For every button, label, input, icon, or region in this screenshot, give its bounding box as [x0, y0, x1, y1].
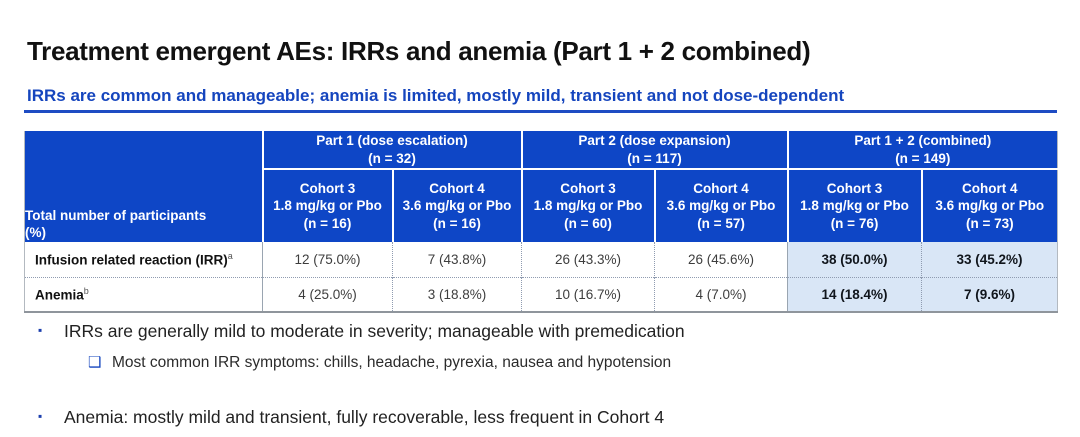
- table-cell: 26 (45.6%): [653, 242, 788, 277]
- square-bullet-icon: ▪: [38, 323, 43, 337]
- group-label: Part 1 + 2 (combined): [854, 132, 992, 148]
- row-header-line2: (%): [25, 225, 46, 241]
- table-cell-highlighted: 14 (18.4%): [787, 276, 922, 312]
- table-cell-highlighted: 7 (9.6%): [921, 276, 1058, 312]
- square-bullet-icon: ▪: [38, 409, 43, 423]
- table-cell: 10 (16.7%): [521, 276, 655, 312]
- row-label-text: Infusion related reaction (IRR): [35, 252, 228, 268]
- cohort-label: Cohort 4: [962, 180, 1018, 196]
- group-header-part1: Part 1 (dose escalation) (n = 32): [261, 131, 522, 169]
- n-label: (n = 16): [303, 215, 352, 231]
- group-label: Part 1 (dose escalation): [316, 132, 468, 148]
- column-header-p1-cohort3: Cohort 3 1.8 mg/kg or Pbo (n = 16): [261, 168, 393, 242]
- n-label: (n = 60): [564, 215, 612, 231]
- row-label-anemia: Anemiab: [24, 276, 263, 312]
- n-label: (n = 76): [830, 215, 879, 231]
- row-label-irr: Infusion related reaction (IRR)a: [24, 242, 263, 277]
- table-cell-highlighted: 33 (45.2%): [921, 242, 1058, 277]
- cohort-label: Cohort 3: [560, 180, 616, 196]
- cohort-label: Cohort 4: [693, 180, 749, 196]
- group-header-part2: Part 2 (dose expansion) (n = 117): [520, 131, 788, 169]
- bullet-item-irr: ▪ IRRs are generally mild to moderate in…: [38, 320, 685, 342]
- table-cell: 3 (18.8%): [392, 276, 522, 312]
- group-header-combined: Part 1 + 2 (combined) (n = 149): [786, 131, 1058, 169]
- dose-label: 3.6 mg/kg or Pbo: [935, 198, 1045, 214]
- group-n: (n = 149): [895, 150, 951, 166]
- column-header-p2-cohort4: Cohort 4 3.6 mg/kg or Pbo (n = 57): [653, 168, 788, 242]
- table-cell: 26 (43.3%): [521, 242, 655, 277]
- table-cell: 12 (75.0%): [262, 242, 393, 277]
- dose-label: 1.8 mg/kg or Pbo: [533, 198, 643, 214]
- cohort-label: Cohort 4: [429, 180, 485, 196]
- page-title: Treatment emergent AEs: IRRs and anemia …: [27, 36, 811, 66]
- group-n: (n = 117): [627, 150, 682, 166]
- table-row-anemia: Anemiab 4 (25.0%) 3 (18.8%) 10 (16.7%) 4…: [24, 276, 1058, 312]
- sub-bullet-text: Most common IRR symptoms: chills, headac…: [112, 354, 672, 371]
- row-header-line1: Total number of participants: [25, 207, 207, 223]
- bullet-text: Anemia: mostly mild and transient, fully…: [64, 407, 665, 427]
- row-label-text: Anemia: [35, 287, 84, 303]
- cohort-label: Cohort 3: [826, 180, 883, 196]
- group-label: Part 2 (dose expansion): [578, 132, 731, 148]
- divider-rule: [24, 110, 1057, 113]
- table-row-irr: Infusion related reaction (IRR)a 12 (75.…: [24, 242, 1058, 277]
- cohort-label: Cohort 3: [299, 180, 356, 196]
- dose-label: 3.6 mg/kg or Pbo: [666, 198, 776, 214]
- dose-label: 1.8 mg/kg or Pbo: [273, 198, 382, 214]
- table-cell: 4 (7.0%): [653, 276, 788, 312]
- footnote-marker: b: [83, 286, 89, 296]
- dose-label: 1.8 mg/kg or Pbo: [800, 198, 909, 214]
- ae-table: Total number of participants (%) Part 1 …: [24, 131, 1059, 313]
- row-header-cell: Total number of participants (%): [24, 131, 263, 242]
- cohort-header-row: Cohort 3 1.8 mg/kg or Pbo (n = 16) Cohor…: [25, 168, 1058, 242]
- n-label: (n = 73): [965, 215, 1014, 231]
- slide-subtitle: IRRs are common and manageable; anemia i…: [27, 86, 845, 105]
- column-header-p1-cohort4: Cohort 4 3.6 mg/kg or Pbo (n = 16): [391, 168, 522, 242]
- table-cell: 7 (43.8%): [392, 242, 522, 277]
- group-header-row: Total number of participants (%) Part 1 …: [24, 131, 1058, 242]
- bullet-text: IRRs are generally mild to moderate in s…: [64, 321, 685, 341]
- table-cell: 4 (25.0%): [262, 276, 393, 312]
- dose-label: 3.6 mg/kg or Pbo: [402, 198, 512, 214]
- sub-bullet-item-irr-symptoms: ❑ Most common IRR symptoms: chills, head…: [88, 353, 671, 373]
- bullet-item-anemia: ▪ Anemia: mostly mild and transient, ful…: [38, 406, 664, 428]
- n-label: (n = 57): [697, 215, 745, 231]
- group-n: (n = 32): [368, 150, 416, 166]
- checkbox-bullet-icon: ❑: [88, 354, 102, 371]
- column-header-comb-cohort3: Cohort 3 1.8 mg/kg or Pbo (n = 76): [786, 168, 922, 242]
- table-cell-highlighted: 38 (50.0%): [787, 242, 922, 277]
- column-header-comb-cohort4: Cohort 4 3.6 mg/kg or Pbo (n = 73): [920, 168, 1058, 242]
- n-label: (n = 16): [433, 215, 481, 231]
- footnote-marker: a: [227, 251, 233, 261]
- column-header-p2-cohort3: Cohort 3 1.8 mg/kg or Pbo (n = 60): [520, 168, 655, 242]
